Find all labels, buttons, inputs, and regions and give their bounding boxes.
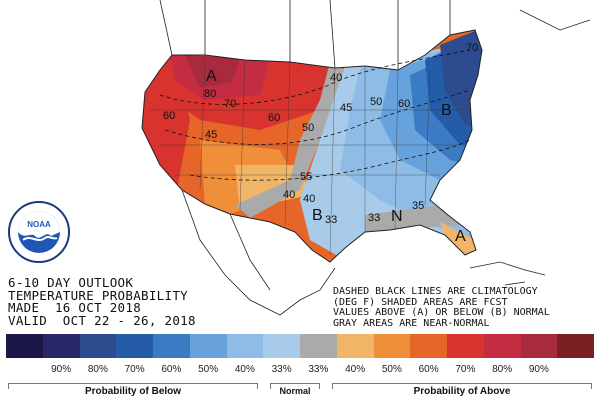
outlook-title: 6-10 DAY OUTLOOK xyxy=(8,275,134,290)
probability-color-bar xyxy=(6,334,594,358)
probability-shading xyxy=(142,30,482,262)
contour-label-33-west: 33 xyxy=(368,212,381,224)
legend-label-1: 80% xyxy=(87,364,108,375)
legend-swatch-7 xyxy=(263,334,300,358)
contour-label-80: 80 xyxy=(204,88,217,100)
contour-label-45-east: 45 xyxy=(340,102,353,114)
legend-label-11: 70% xyxy=(455,364,476,375)
legend-swatch-3 xyxy=(116,334,153,358)
note-line-2: (DEG F) SHADED AREAS ARE FCST xyxy=(333,296,508,308)
legend-swatch-9 xyxy=(336,334,374,358)
map-svg xyxy=(141,0,591,316)
above-marker-northwest: A xyxy=(206,68,217,85)
legend-label-10: 60% xyxy=(418,364,439,375)
legend-swatch-11 xyxy=(410,334,447,358)
contour-label-40-south: 40 xyxy=(303,193,316,205)
legend-label-7: 33% xyxy=(308,364,329,375)
noaa-logo-text: NOAA xyxy=(27,220,51,229)
below-bracket xyxy=(8,383,258,398)
legend-swatch-14 xyxy=(520,334,558,358)
contour-label-33: 33 xyxy=(325,214,338,226)
legend-label-12: 80% xyxy=(492,364,513,375)
contour-label-35: 35 xyxy=(412,200,425,212)
legend-label-2: 70% xyxy=(124,364,145,375)
legend-label-13: 90% xyxy=(528,364,549,375)
below-marker-south: B xyxy=(312,207,323,224)
legend-swatch-13 xyxy=(483,334,521,358)
contour-label-55: 55 xyxy=(300,171,313,183)
temperature-outlook-map: A B B N A 80 70 60 45 60 50 40 45 50 60 … xyxy=(141,0,591,316)
above-bracket xyxy=(332,383,592,398)
note-line-1: DASHED BLACK LINES ARE CLIMATOLOGY xyxy=(333,286,538,297)
contour-label-50-east: 50 xyxy=(370,96,383,108)
above-marker-florida: A xyxy=(455,228,466,245)
note-line-3: VALUES ABOVE (A) OR BELOW (B) NORMAL xyxy=(333,307,550,318)
map-notes: DASHED BLACK LINES ARE CLIMATOLOGY (DEG … xyxy=(333,286,550,329)
noaa-logo-icon: NOAA xyxy=(8,201,70,263)
normal-bracket xyxy=(270,383,320,398)
legend-swatch-5 xyxy=(189,334,227,358)
legend-swatch-0 xyxy=(6,334,43,358)
valid-dates: VALID OCT 22 - 26, 2018 xyxy=(8,312,196,328)
legend-swatch-10 xyxy=(373,334,411,358)
below-marker-northeast: B xyxy=(441,102,452,119)
legend-swatch-15 xyxy=(557,334,594,358)
contour-label-40: 40 xyxy=(283,189,296,201)
legend-swatch-12 xyxy=(447,334,484,358)
legend-label-6: 33% xyxy=(271,364,292,375)
normal-marker-gulf: N xyxy=(391,208,403,225)
legend-label-3: 60% xyxy=(161,364,182,375)
contour-label-70: 70 xyxy=(224,98,237,110)
note-line-4: GRAY AREAS ARE NEAR-NORMAL xyxy=(333,317,490,329)
legend-swatch-1 xyxy=(42,334,80,358)
contour-label-40-north: 40 xyxy=(330,72,343,84)
legend-swatch-4 xyxy=(153,334,190,358)
above-caption: Probability of Above xyxy=(413,386,511,397)
contour-label-60: 60 xyxy=(268,112,281,124)
below-caption: Probability of Below xyxy=(84,386,182,397)
legend-label-0: 90% xyxy=(51,364,72,375)
legend-label-9: 50% xyxy=(381,364,402,375)
made-date: MADE 16 OCT 2018 xyxy=(8,300,142,315)
contour-label-45: 45 xyxy=(205,129,218,141)
contour-label-60-east: 60 xyxy=(398,98,411,110)
legend-label-5: 40% xyxy=(234,364,255,375)
legend-swatch-8 xyxy=(300,334,337,358)
legend-label-8: 40% xyxy=(345,364,366,375)
legend-swatch-2 xyxy=(79,334,117,358)
legend-swatch-6 xyxy=(226,334,264,358)
outlook-subtitle: TEMPERATURE PROBABILITY xyxy=(8,287,188,303)
outlook-info: 6-10 DAY OUTLOOK TEMPERATURE PROBABILITY… xyxy=(8,275,196,328)
legend-label-4: 50% xyxy=(198,364,219,375)
contour-label-70-east: 70 xyxy=(466,42,479,54)
normal-caption: Normal xyxy=(279,386,311,396)
contour-label-60-west: 60 xyxy=(163,110,176,122)
contour-label-50: 50 xyxy=(302,122,315,134)
